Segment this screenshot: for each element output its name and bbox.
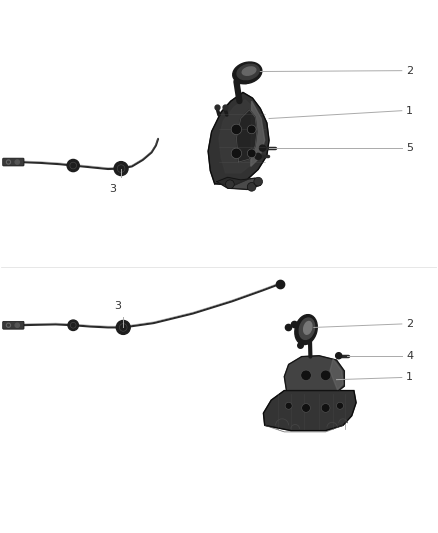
Circle shape	[254, 177, 262, 186]
Circle shape	[15, 160, 19, 164]
Ellipse shape	[304, 321, 312, 334]
Text: 2: 2	[406, 66, 413, 76]
Circle shape	[336, 353, 342, 359]
Circle shape	[321, 403, 330, 413]
Ellipse shape	[237, 64, 259, 79]
Ellipse shape	[242, 67, 256, 75]
Circle shape	[247, 125, 256, 134]
Polygon shape	[237, 110, 257, 162]
Circle shape	[336, 402, 343, 409]
Circle shape	[68, 320, 78, 330]
Text: 3: 3	[109, 184, 116, 194]
Circle shape	[301, 370, 311, 381]
Circle shape	[15, 323, 19, 327]
Circle shape	[114, 161, 128, 175]
Polygon shape	[284, 356, 344, 391]
Circle shape	[285, 402, 292, 409]
Circle shape	[259, 145, 265, 151]
Ellipse shape	[295, 314, 317, 345]
Text: 1: 1	[406, 106, 413, 116]
Text: 4: 4	[406, 351, 413, 361]
Circle shape	[255, 154, 261, 159]
Text: 5: 5	[406, 143, 413, 153]
Polygon shape	[263, 391, 356, 431]
Circle shape	[67, 159, 79, 172]
Circle shape	[116, 320, 130, 334]
Polygon shape	[217, 177, 260, 189]
Circle shape	[247, 182, 256, 191]
FancyBboxPatch shape	[3, 321, 24, 329]
Circle shape	[231, 148, 242, 158]
Circle shape	[247, 149, 256, 158]
FancyBboxPatch shape	[3, 158, 24, 166]
Text: 3: 3	[114, 301, 121, 311]
Circle shape	[302, 403, 311, 413]
Polygon shape	[208, 92, 269, 185]
Circle shape	[321, 370, 331, 381]
Polygon shape	[219, 100, 260, 173]
Text: 2: 2	[406, 319, 413, 329]
Circle shape	[231, 124, 242, 135]
Text: 1: 1	[406, 373, 413, 383]
Ellipse shape	[233, 62, 262, 84]
Circle shape	[226, 180, 234, 189]
Ellipse shape	[299, 318, 314, 340]
Polygon shape	[330, 359, 343, 390]
Polygon shape	[251, 101, 265, 166]
